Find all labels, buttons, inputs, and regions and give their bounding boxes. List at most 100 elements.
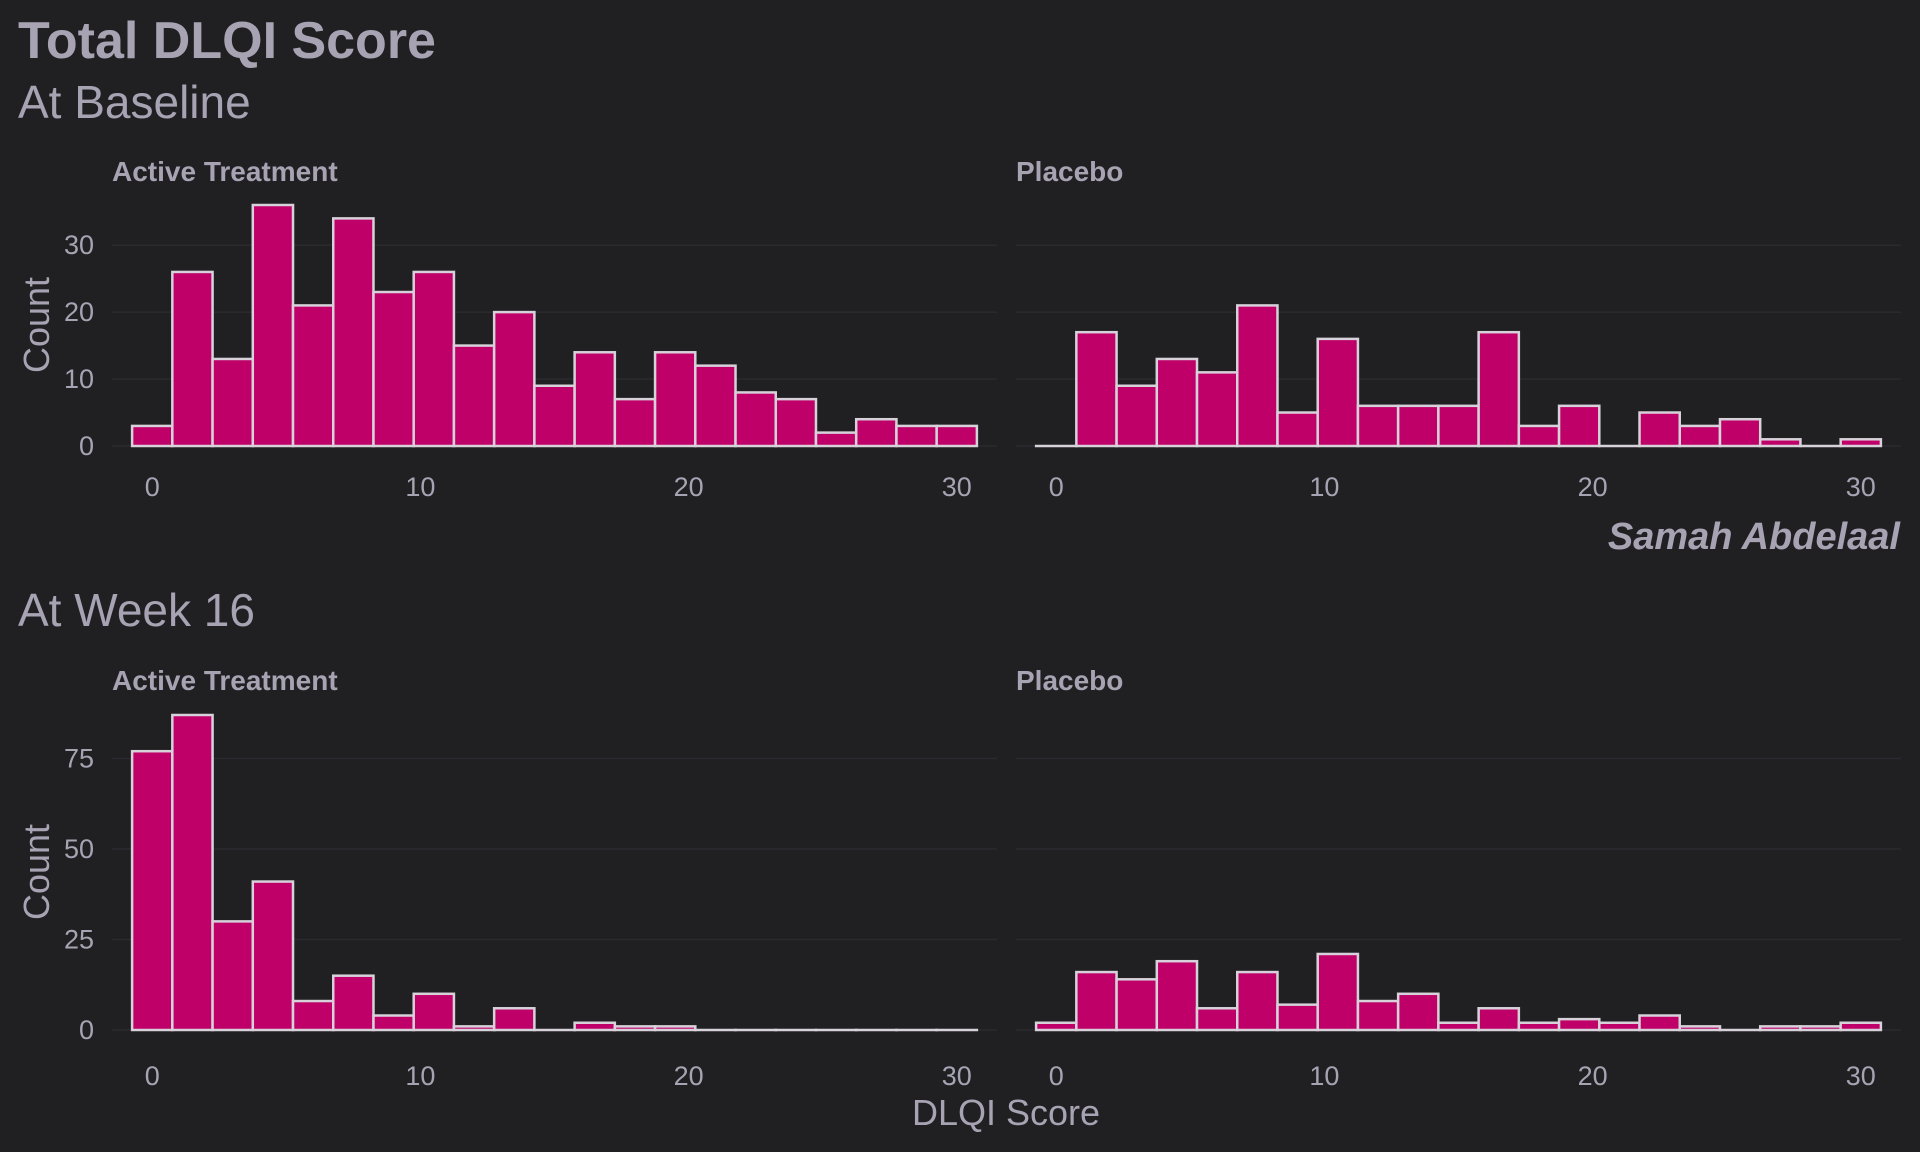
histogram-bar bbox=[1839, 1021, 1883, 1032]
histogram-bar bbox=[251, 203, 295, 448]
chart-title: Total DLQI Score bbox=[18, 12, 436, 70]
histogram-bar bbox=[332, 217, 375, 448]
y-tick-label: 30 bbox=[64, 230, 94, 260]
histogram-bar bbox=[1276, 1003, 1319, 1032]
histogram-bar bbox=[1396, 404, 1440, 448]
histogram-bar bbox=[251, 880, 295, 1032]
x-tick-label: 20 bbox=[674, 1061, 704, 1091]
histogram-bar bbox=[1034, 1021, 1078, 1032]
panel-active-treatment: Active Treatment 0 25 50 75 0 10 20 30 bbox=[64, 665, 997, 1091]
histogram-bar bbox=[1155, 357, 1199, 448]
histogram-bar bbox=[1557, 1017, 1601, 1032]
histogram-bar bbox=[573, 351, 617, 448]
y-tick-label: 50 bbox=[64, 834, 94, 864]
x-tick-label: 30 bbox=[1846, 1061, 1876, 1091]
facet-title: Active Treatment bbox=[112, 156, 338, 187]
histogram-bar bbox=[653, 351, 697, 448]
histogram-bar bbox=[1195, 1007, 1239, 1032]
x-tick-label: 0 bbox=[1049, 472, 1064, 502]
x-tick-label: 30 bbox=[942, 472, 972, 502]
histogram-bar bbox=[1598, 1021, 1641, 1032]
histogram-bar bbox=[1195, 371, 1239, 448]
histogram-bar bbox=[1678, 1025, 1722, 1032]
histogram-bar bbox=[1236, 970, 1279, 1032]
x-tick-label: 10 bbox=[405, 472, 435, 502]
y-tick-label: 25 bbox=[64, 924, 94, 954]
x-tick-label: 30 bbox=[1846, 472, 1876, 502]
histogram-bar bbox=[854, 417, 898, 448]
histogram-bar bbox=[211, 920, 255, 1032]
histogram-bar bbox=[613, 397, 657, 448]
histogram-bar bbox=[1316, 337, 1360, 448]
chart-subtitle: At Week 16 bbox=[18, 584, 255, 636]
histogram-bar bbox=[573, 1021, 617, 1032]
y-tick-label: 0 bbox=[79, 1015, 94, 1045]
x-tick-label: 30 bbox=[942, 1061, 972, 1091]
histogram-bar bbox=[452, 344, 496, 448]
histogram-bar bbox=[814, 431, 858, 448]
y-axis-label: Count bbox=[16, 824, 57, 920]
histogram-bar bbox=[1075, 330, 1118, 448]
histogram-bar bbox=[412, 270, 456, 448]
histogram-bar bbox=[130, 749, 174, 1032]
panel-placebo: Placebo 0 10 20 30 bbox=[1016, 665, 1901, 1091]
histogram-bar bbox=[935, 424, 979, 448]
histogram-bar bbox=[171, 713, 214, 1032]
histogram-bar bbox=[1356, 999, 1400, 1032]
histogram-bar bbox=[1075, 970, 1118, 1032]
histogram-bar bbox=[734, 391, 777, 448]
x-tick-label: 0 bbox=[145, 1061, 160, 1091]
histogram-bar bbox=[412, 992, 456, 1032]
y-tick-label: 75 bbox=[64, 743, 94, 773]
histogram-bar bbox=[1356, 404, 1400, 448]
x-tick-label: 20 bbox=[1578, 1061, 1608, 1091]
histogram-bar bbox=[1155, 959, 1199, 1032]
x-tick-label: 10 bbox=[405, 1061, 435, 1091]
histogram-bar bbox=[653, 1025, 697, 1032]
histogram-bar bbox=[1517, 1021, 1561, 1032]
histogram-bar bbox=[1236, 304, 1279, 448]
chart-subtitle: At Baseline bbox=[18, 76, 251, 128]
histogram-bar bbox=[1678, 424, 1722, 448]
histogram-bar bbox=[130, 424, 174, 448]
histogram-bar bbox=[492, 1007, 536, 1032]
histogram-bar bbox=[1437, 404, 1480, 448]
histogram-bar bbox=[613, 1025, 657, 1032]
histogram-bar bbox=[895, 424, 938, 448]
histogram-bar bbox=[1276, 411, 1319, 448]
histogram-bar bbox=[372, 1014, 415, 1032]
histogram-bar bbox=[1316, 952, 1360, 1032]
histogram-bar bbox=[1517, 424, 1561, 448]
histogram-bar bbox=[1839, 438, 1883, 448]
y-tick-label: 0 bbox=[79, 431, 94, 461]
histogram-bar bbox=[1557, 404, 1601, 448]
chart-row-2: At Week 16 Count Active Treatment 0 25 50 75 0 1… bbox=[16, 584, 1901, 1091]
histogram-bar bbox=[1718, 417, 1762, 448]
x-axis-label: DLQI Score bbox=[912, 1092, 1100, 1133]
histogram-bar bbox=[291, 999, 335, 1032]
histogram-bar bbox=[694, 364, 737, 448]
x-tick-label: 10 bbox=[1309, 472, 1339, 502]
x-tick-label: 0 bbox=[145, 472, 160, 502]
histogram-bar bbox=[1115, 384, 1159, 448]
histogram-bar bbox=[372, 290, 415, 448]
histogram-bar bbox=[1638, 411, 1681, 448]
plot-area: At Baseline Count Active Treatment 0 10 20 30 0… bbox=[16, 76, 1901, 1091]
y-tick-label: 20 bbox=[64, 297, 94, 327]
panel-active-treatment: Active Treatment 0 10 20 30 0 10 20 30 bbox=[64, 156, 997, 502]
histogram-bar bbox=[211, 357, 255, 448]
histogram-bar bbox=[1477, 330, 1521, 448]
y-axis-label: Count bbox=[16, 277, 57, 373]
panel-placebo: Placebo 0 10 20 30 bbox=[1016, 156, 1901, 502]
histogram-bar bbox=[492, 310, 536, 448]
x-tick-label: 0 bbox=[1049, 1061, 1064, 1091]
histogram-bar bbox=[1115, 978, 1159, 1032]
facet-title: Placebo bbox=[1016, 665, 1123, 696]
histogram-bar bbox=[533, 384, 576, 448]
x-tick-label: 20 bbox=[674, 472, 704, 502]
y-tick-label: 10 bbox=[64, 364, 94, 394]
histogram-bar bbox=[1477, 1007, 1521, 1032]
credit-caption: Samah Abdelaal bbox=[1608, 516, 1902, 558]
histogram-bar bbox=[1758, 438, 1802, 448]
